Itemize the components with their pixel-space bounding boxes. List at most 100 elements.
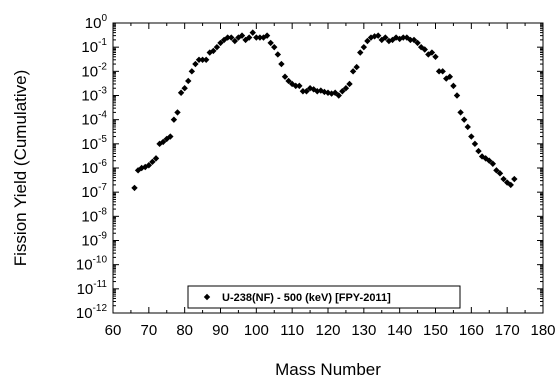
data-point <box>339 88 346 95</box>
data-point <box>357 49 364 56</box>
data-point <box>457 109 464 116</box>
data-point <box>446 73 454 80</box>
plot-area <box>112 22 544 314</box>
y-tick-label: 10-5 <box>81 134 107 153</box>
x-tick-label: 90 <box>212 322 229 339</box>
data-point <box>464 123 471 131</box>
y-tick-label: 10-9 <box>81 231 107 250</box>
data-point <box>288 80 296 88</box>
x-axis-title: Mass Number <box>275 360 381 379</box>
data-point <box>500 175 507 183</box>
data-point <box>450 82 457 90</box>
data-point <box>471 140 479 148</box>
data-point <box>475 147 482 155</box>
y-axis: 100 10-1 10-2 10-3 10-4 10-5 10-6 10-7 10-8 10-9 1… <box>76 13 543 322</box>
data-point <box>271 43 278 51</box>
y-tick-label: 10-12 <box>76 303 108 322</box>
data-point <box>174 109 181 116</box>
legend-label: U-238(NF) - 500 (keV) [FPY-2011] <box>222 292 391 304</box>
legend: U-238(NF) - 500 (keV) [FPY-2011] <box>187 285 461 309</box>
y-tick-label: 10-2 <box>81 61 107 80</box>
data-point <box>496 170 504 177</box>
x-tick-label: 170 <box>495 322 520 339</box>
data-point <box>453 92 461 99</box>
data-point <box>428 49 436 56</box>
x-tick-label: 160 <box>459 322 484 339</box>
data-point <box>460 116 468 123</box>
x-tick-label: 130 <box>351 322 376 339</box>
data-point <box>303 88 310 95</box>
y-tick-label: 100 <box>85 13 108 32</box>
x-tick-label: 70 <box>140 322 157 339</box>
data-point <box>299 88 307 95</box>
data-point <box>374 32 382 39</box>
data-point <box>468 133 475 140</box>
x-tick-label: 80 <box>176 322 193 339</box>
y-tick-label: 10-7 <box>81 182 107 201</box>
data-point <box>414 39 421 47</box>
x-tick-label: 60 <box>105 322 122 339</box>
data-point <box>159 138 167 146</box>
data-point <box>206 49 213 56</box>
data-point <box>192 60 199 68</box>
data-point <box>145 162 153 169</box>
data-point <box>400 34 407 41</box>
data-point <box>342 85 350 92</box>
data-point <box>256 34 264 41</box>
x-tick-label: 110 <box>280 322 304 339</box>
data-point <box>493 167 500 174</box>
data-point <box>439 68 446 75</box>
data-point <box>296 82 303 90</box>
y-tick-label: 10-11 <box>77 279 108 298</box>
data-point <box>285 77 292 85</box>
data-point <box>199 56 206 64</box>
data-point <box>274 51 282 58</box>
data-point <box>195 56 203 64</box>
y-tick-label: 10-3 <box>81 86 107 105</box>
x-tick-label: 100 <box>244 322 269 339</box>
data-point <box>152 155 160 162</box>
data-point <box>489 160 497 167</box>
data-point <box>407 36 414 44</box>
data-point <box>349 68 357 75</box>
data-point <box>170 116 178 123</box>
data-point <box>131 184 138 192</box>
data-series <box>131 29 518 192</box>
y-tick-label: 10-8 <box>81 206 107 225</box>
data-point <box>335 92 342 99</box>
data-point <box>253 34 260 41</box>
data-point <box>167 133 174 140</box>
data-point <box>249 29 256 36</box>
data-point <box>292 82 299 90</box>
x-tick-label: 180 <box>530 322 555 339</box>
data-point <box>181 85 188 92</box>
data-point <box>432 53 439 60</box>
x-tick-label: 150 <box>423 322 448 339</box>
x-tick-label: 120 <box>315 322 340 339</box>
data-point <box>245 34 253 41</box>
data-point <box>210 47 217 55</box>
data-point <box>382 34 389 41</box>
data-point <box>263 32 271 39</box>
data-point <box>353 63 360 71</box>
x-axis: 60 70 80 90 100 110 120 130 140 150 160 170 180 <box>105 23 556 339</box>
data-point <box>177 89 185 96</box>
y-axis-title: Fission Yield (Cumulative) <box>11 70 30 267</box>
legend-box <box>187 285 461 309</box>
data-point <box>188 68 196 75</box>
data-point <box>364 37 371 45</box>
data-point <box>396 35 403 43</box>
data-point <box>511 175 518 183</box>
data-point <box>281 73 289 80</box>
data-point <box>224 34 231 41</box>
legend-marker <box>203 293 211 301</box>
y-tick-label: 10-1 <box>81 37 107 56</box>
data-point <box>231 37 239 45</box>
data-point <box>185 77 192 85</box>
y-tick-label: 10-6 <box>81 158 107 177</box>
y-tick-label: 10-10 <box>76 255 108 274</box>
data-point <box>213 43 221 51</box>
data-point <box>486 157 493 164</box>
data-point <box>507 181 514 189</box>
